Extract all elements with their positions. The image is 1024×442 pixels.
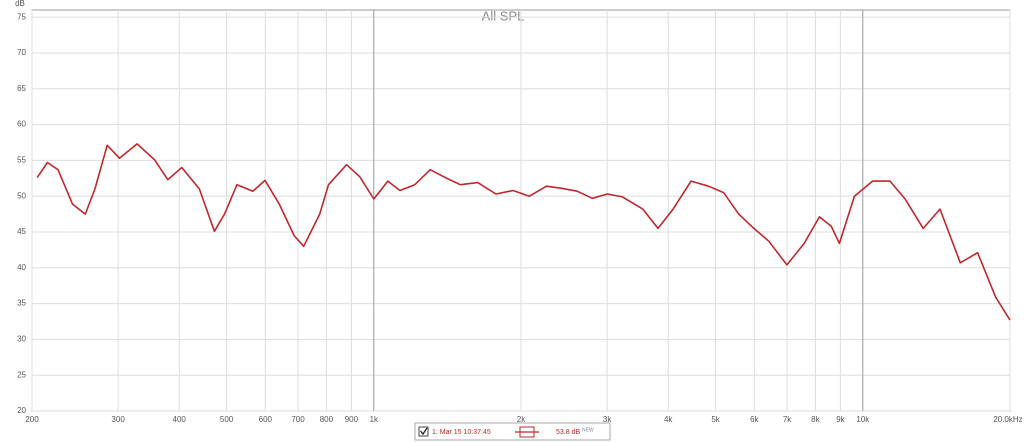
legend-entry: 1: Mar 15 10:37:45 bbox=[432, 429, 491, 436]
x-tick-label: 500 bbox=[220, 415, 234, 424]
x-tick-label: 600 bbox=[259, 415, 273, 424]
x-tick-label: 9k bbox=[836, 415, 845, 424]
x-tick-label: 400 bbox=[173, 415, 187, 424]
x-tick-label: 900 bbox=[345, 415, 359, 424]
y-tick-label: 60 bbox=[17, 120, 26, 129]
x-tick-label: 700 bbox=[291, 415, 305, 424]
y-tick-label: 55 bbox=[17, 155, 26, 164]
y-tick-label: 25 bbox=[17, 370, 26, 379]
y-tick-label: 50 bbox=[17, 191, 26, 200]
y-tick-label: 35 bbox=[17, 299, 26, 308]
x-tick-label: 10k bbox=[856, 415, 870, 424]
x-tick-label: 3k bbox=[603, 415, 612, 424]
legend-checkbox[interactable] bbox=[418, 426, 429, 437]
y-tick-label: 75 bbox=[17, 12, 26, 21]
x-tick-label: 2k bbox=[517, 415, 526, 424]
legend-box bbox=[414, 422, 611, 441]
x-tick-label: 5k bbox=[711, 415, 720, 424]
y-axis-label: dB bbox=[15, 0, 25, 8]
x-tick-label: 1k bbox=[370, 415, 379, 424]
check-mark bbox=[420, 427, 428, 436]
x-tick-label: 20.0kHz bbox=[993, 415, 1022, 424]
y-tick-label: 20 bbox=[17, 406, 26, 415]
chart-title: All SPL bbox=[482, 8, 525, 23]
x-tick-label: 6k bbox=[750, 415, 759, 424]
legend-tag: NEW bbox=[582, 427, 594, 433]
x-tick-label: 800 bbox=[320, 415, 334, 424]
x-tick-label: 300 bbox=[111, 415, 125, 424]
y-tick-label: 65 bbox=[17, 84, 26, 93]
y-tick-label: 30 bbox=[17, 335, 26, 344]
legend: 1: Mar 15 10:37:45 53.8 dB NEW bbox=[414, 422, 611, 441]
x-tick-label: 200 bbox=[25, 415, 39, 424]
x-tick-label: 4k bbox=[664, 415, 673, 424]
legend-value: 53.8 dB bbox=[556, 429, 580, 436]
legend-icon[interactable] bbox=[519, 426, 535, 438]
y-tick-label: 70 bbox=[17, 48, 26, 57]
data-line bbox=[36, 143, 1011, 321]
y-tick-label: 45 bbox=[17, 227, 26, 236]
y-tick-label: 40 bbox=[17, 263, 26, 272]
x-tick-label: 7k bbox=[783, 415, 792, 424]
x-tick-label: 8k bbox=[811, 415, 820, 424]
